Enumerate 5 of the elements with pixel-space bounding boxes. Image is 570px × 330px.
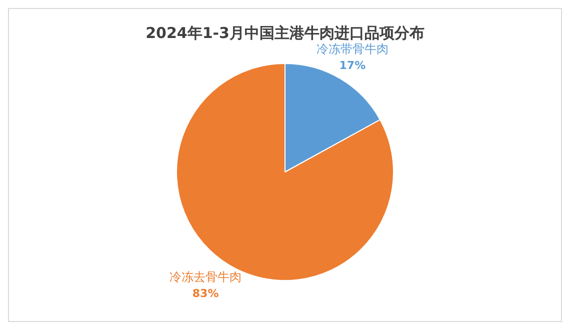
slice-label: 冷冻带骨牛肉 xyxy=(316,42,388,56)
data-label: 83% xyxy=(192,286,219,300)
chart-title: 2024年1-3月中国主港牛肉进口品项分布 xyxy=(146,24,424,42)
slice-label: 冷冻去骨牛肉 xyxy=(170,270,242,284)
data-label: 17% xyxy=(339,58,366,72)
